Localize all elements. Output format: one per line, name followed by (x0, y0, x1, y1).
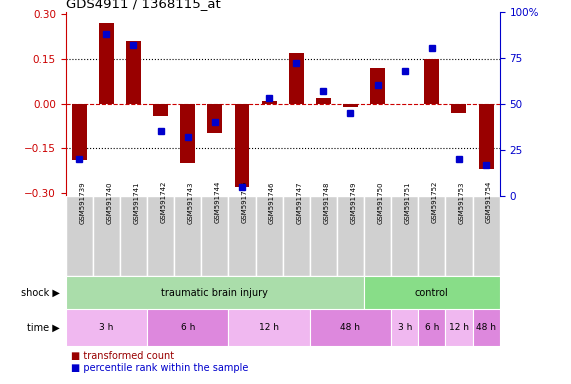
Text: GSM591754: GSM591754 (486, 181, 492, 223)
Bar (445, 309, 473, 346)
Text: GSM591752: GSM591752 (432, 181, 438, 223)
Text: 6 h: 6 h (180, 323, 195, 332)
Text: ■ percentile rank within the sample: ■ percentile rank within the sample (71, 362, 249, 372)
Text: GSM591739: GSM591739 (79, 181, 85, 223)
Bar (180, 104, 195, 163)
Bar (66, 276, 364, 309)
Bar (452, 104, 467, 113)
Bar (424, 59, 439, 104)
Bar (309, 196, 337, 276)
Bar (228, 196, 255, 276)
Bar (228, 309, 309, 346)
Bar (418, 309, 445, 346)
Text: 3 h: 3 h (99, 323, 114, 332)
Bar (391, 196, 418, 276)
Bar (174, 196, 202, 276)
Text: time ▶: time ▶ (27, 322, 60, 333)
Bar (262, 101, 276, 104)
Text: 48 h: 48 h (340, 323, 360, 332)
Text: ■ transformed count: ■ transformed count (71, 351, 175, 361)
Text: GSM591745: GSM591745 (242, 181, 248, 223)
Text: GSM591747: GSM591747 (296, 181, 302, 223)
Bar (99, 23, 114, 104)
Text: GSM591753: GSM591753 (459, 181, 465, 223)
Bar (120, 196, 147, 276)
Bar (343, 104, 358, 107)
Text: GDS4911 / 1368115_at: GDS4911 / 1368115_at (66, 0, 220, 10)
Text: shock ▶: shock ▶ (21, 288, 60, 298)
Text: 48 h: 48 h (476, 323, 496, 332)
Text: GSM591744: GSM591744 (215, 181, 221, 223)
Bar (364, 196, 391, 276)
Text: GSM591751: GSM591751 (405, 181, 411, 223)
Text: GSM591743: GSM591743 (188, 181, 194, 223)
Text: GSM591742: GSM591742 (160, 181, 167, 223)
Bar (473, 196, 500, 276)
Bar (337, 196, 364, 276)
Bar (93, 196, 120, 276)
Bar (66, 309, 147, 346)
Text: 12 h: 12 h (259, 323, 279, 332)
Text: GSM591748: GSM591748 (323, 181, 329, 223)
Text: 3 h: 3 h (397, 323, 412, 332)
Bar (235, 104, 250, 187)
Bar (478, 104, 493, 169)
Text: 6 h: 6 h (425, 323, 439, 332)
Text: GSM591746: GSM591746 (269, 181, 275, 223)
Bar (66, 196, 93, 276)
Bar (445, 196, 473, 276)
Bar (207, 104, 222, 133)
Text: GSM591750: GSM591750 (377, 181, 384, 223)
Bar (370, 68, 385, 104)
Text: GSM591740: GSM591740 (106, 181, 112, 223)
Bar (364, 276, 500, 309)
Bar (309, 309, 391, 346)
Bar (147, 309, 228, 346)
Bar (418, 196, 445, 276)
Text: GSM591741: GSM591741 (134, 181, 139, 223)
Bar (473, 309, 500, 346)
Text: traumatic brain injury: traumatic brain injury (162, 288, 268, 298)
Bar (202, 196, 228, 276)
Bar (316, 98, 331, 104)
Bar (153, 104, 168, 116)
Bar (72, 104, 87, 160)
Text: GSM591749: GSM591749 (351, 181, 356, 223)
Bar (255, 196, 283, 276)
Bar (289, 53, 304, 104)
Text: control: control (415, 288, 449, 298)
Bar (391, 309, 418, 346)
Bar (283, 196, 309, 276)
Bar (147, 196, 174, 276)
Text: 12 h: 12 h (449, 323, 469, 332)
Bar (126, 41, 141, 104)
